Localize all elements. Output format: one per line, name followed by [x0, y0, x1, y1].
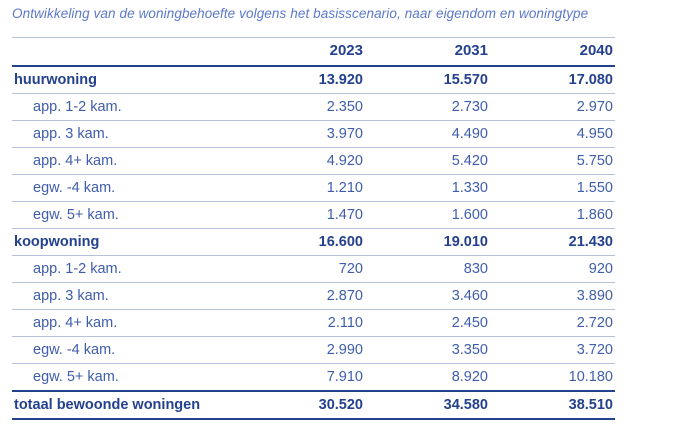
- table-body: huurwoning 13.920 15.570 17.080 app. 1-2…: [12, 66, 615, 419]
- row-value: 3.890: [576, 288, 613, 304]
- table-row: koopwoning 16.600 19.010 21.430: [12, 228, 615, 256]
- row-value: 2.720: [576, 315, 613, 331]
- column-header-label: [12, 37, 240, 67]
- table-caption: Ontwikkeling van de woningbehoefte volge…: [12, 6, 589, 21]
- table-row: huurwoning 13.920 15.570 17.080: [12, 66, 615, 94]
- row-label: egw. -4 kam.: [33, 180, 116, 196]
- row-value: 2.350: [326, 99, 363, 115]
- table-header: 2023 2031 2040: [12, 37, 615, 67]
- row-label: app. 1-2 kam.: [33, 99, 122, 115]
- row-value: 3.720: [576, 342, 613, 358]
- row-value: 10.180: [568, 369, 613, 385]
- row-value: 19.010: [443, 234, 488, 250]
- table-row: app. 1-2 kam. 720 830 920: [12, 255, 615, 283]
- row-label: app. 4+ kam.: [33, 153, 118, 169]
- table-row: totaal bewoonde woningen 30.520 34.580 3…: [12, 391, 615, 419]
- row-value: 3.350: [451, 342, 488, 358]
- table-row: egw. 5+ kam. 1.470 1.600 1.860: [12, 201, 615, 229]
- table-row: egw. -4 kam. 2.990 3.350 3.720: [12, 336, 615, 364]
- row-value: 21.430: [568, 234, 613, 250]
- row-value: 2.110: [327, 315, 363, 331]
- row-value: 4.490: [451, 126, 488, 142]
- row-value: 830: [463, 261, 488, 277]
- row-value: 1.550: [576, 180, 613, 196]
- row-value: 720: [338, 261, 363, 277]
- column-header-year-2040: 2040: [490, 37, 615, 67]
- row-label: egw. -4 kam.: [33, 342, 116, 358]
- table-row: app. 4+ kam. 2.110 2.450 2.720: [12, 309, 615, 337]
- row-label: app. 3 kam.: [33, 126, 109, 142]
- housing-need-table: 2023 2031 2040 huurwoning 13.920 15.570 …: [12, 37, 615, 420]
- row-value: 2.970: [576, 99, 613, 115]
- table-row: egw. -4 kam. 1.210 1.330 1.550: [12, 174, 615, 202]
- row-value: 38.510: [568, 397, 613, 413]
- row-value: 13.920: [318, 72, 363, 88]
- row-value: 920: [588, 261, 613, 277]
- row-value: 3.970: [326, 126, 363, 142]
- row-value: 1.210: [326, 180, 363, 196]
- row-label: totaal bewoonde woningen: [14, 397, 201, 413]
- row-value: 4.950: [576, 126, 613, 142]
- row-value: 7.910: [326, 369, 363, 385]
- row-value: 1.470: [326, 207, 363, 223]
- row-value: 4.920: [326, 153, 363, 169]
- row-value: 17.080: [568, 72, 613, 88]
- row-value: 5.420: [451, 153, 488, 169]
- row-value: 2.990: [326, 342, 363, 358]
- row-label: huurwoning: [14, 72, 97, 88]
- row-value: 30.520: [318, 397, 363, 413]
- row-label: app. 1-2 kam.: [33, 261, 122, 277]
- row-label: egw. 5+ kam.: [33, 207, 119, 223]
- table-row: app. 1-2 kam. 2.350 2.730 2.970: [12, 93, 615, 121]
- row-label: egw. 5+ kam.: [33, 369, 119, 385]
- table-row: app. 3 kam. 3.970 4.490 4.950: [12, 120, 615, 148]
- row-label: app. 4+ kam.: [33, 315, 118, 331]
- row-label: koopwoning: [14, 234, 100, 250]
- row-value: 15.570: [443, 72, 488, 88]
- row-value: 1.330: [451, 180, 488, 196]
- column-header-year-2031: 2031: [365, 37, 490, 67]
- column-header-year-2023: 2023: [240, 37, 365, 67]
- row-value: 34.580: [443, 397, 488, 413]
- row-value: 1.860: [576, 207, 613, 223]
- row-value: 1.600: [451, 207, 488, 223]
- row-label: app. 3 kam.: [33, 288, 109, 304]
- row-value: 2.450: [451, 315, 488, 331]
- row-value: 2.870: [326, 288, 363, 304]
- row-value: 2.730: [451, 99, 488, 115]
- header-row: 2023 2031 2040: [12, 37, 615, 67]
- row-value: 3.460: [451, 288, 488, 304]
- row-value: 5.750: [576, 153, 613, 169]
- table-row: app. 4+ kam. 4.920 5.420 5.750: [12, 147, 615, 175]
- row-value: 16.600: [318, 234, 363, 250]
- table-row: egw. 5+ kam. 7.910 8.920 10.180: [12, 363, 615, 392]
- table-row: app. 3 kam. 2.870 3.460 3.890: [12, 282, 615, 310]
- row-value: 8.920: [451, 369, 488, 385]
